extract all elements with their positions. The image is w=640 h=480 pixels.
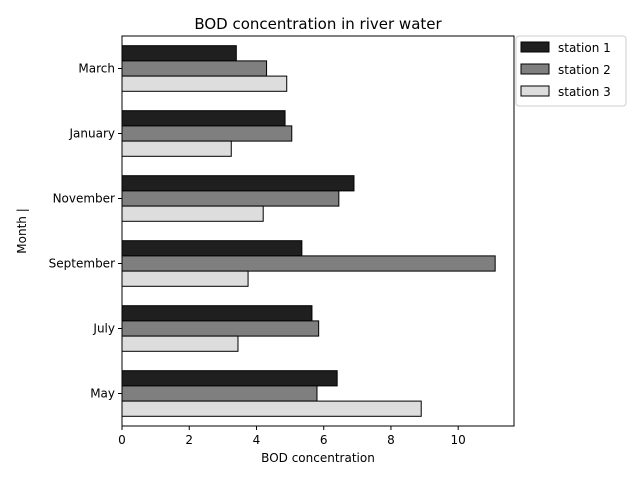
legend: station 1 station 2 station 3 (515, 35, 627, 107)
chart-title: BOD concentration in river water (194, 15, 442, 33)
bar-station-3-january (121, 140, 232, 157)
bar-station-2-march (121, 60, 268, 77)
y-tick-label: July (92, 322, 115, 336)
bar-station-1-march (121, 45, 237, 62)
bar-station-2-july (121, 320, 320, 337)
bars-group (121, 45, 496, 417)
x-tick-label: 2 (185, 433, 193, 447)
y-tick-label: September (49, 257, 115, 271)
bar-station-1-july (121, 305, 313, 322)
x-tick-label: 4 (253, 433, 261, 447)
legend-label-station-3: station 3 (558, 85, 611, 99)
y-axis-ticks: May July September November January March (49, 62, 122, 401)
x-axis-label: BOD concentration (261, 451, 375, 465)
y-tick-label: January (69, 127, 116, 141)
legend-swatch-station-2 (520, 63, 550, 75)
legend-swatch-station-3 (520, 85, 550, 97)
bar-station-2-september (121, 255, 496, 272)
legend-swatch-station-1 (520, 41, 550, 53)
bar-station-2-november (121, 190, 340, 207)
bar-station-3-may (121, 400, 422, 417)
bar-station-3-march (121, 75, 288, 92)
bar-station-3-july (121, 335, 239, 352)
x-tick-label: 0 (118, 433, 126, 447)
y-tick-label: November (53, 192, 115, 206)
legend-label-station-2: station 2 (558, 63, 611, 77)
bar-station-1-may (121, 370, 338, 387)
x-tick-label: 6 (320, 433, 328, 447)
x-axis-ticks: 0 2 4 6 8 10 (118, 426, 466, 447)
bar-station-1-september (121, 240, 303, 257)
y-axis-label: Month | (15, 208, 29, 253)
bar-station-2-january (121, 125, 293, 142)
plot-area-frame (121, 35, 515, 427)
bar-station-2-may (121, 385, 318, 402)
bar-station-3-september (121, 270, 249, 287)
y-tick-label: May (90, 387, 115, 401)
bar-station-3-november (121, 205, 264, 222)
bar-station-1-january (121, 110, 286, 127)
legend-label-station-1: station 1 (558, 41, 611, 55)
bar-station-1-november (121, 175, 355, 192)
y-tick-label: March (78, 62, 115, 76)
x-tick-label: 10 (451, 433, 466, 447)
x-tick-label: 8 (387, 433, 395, 447)
